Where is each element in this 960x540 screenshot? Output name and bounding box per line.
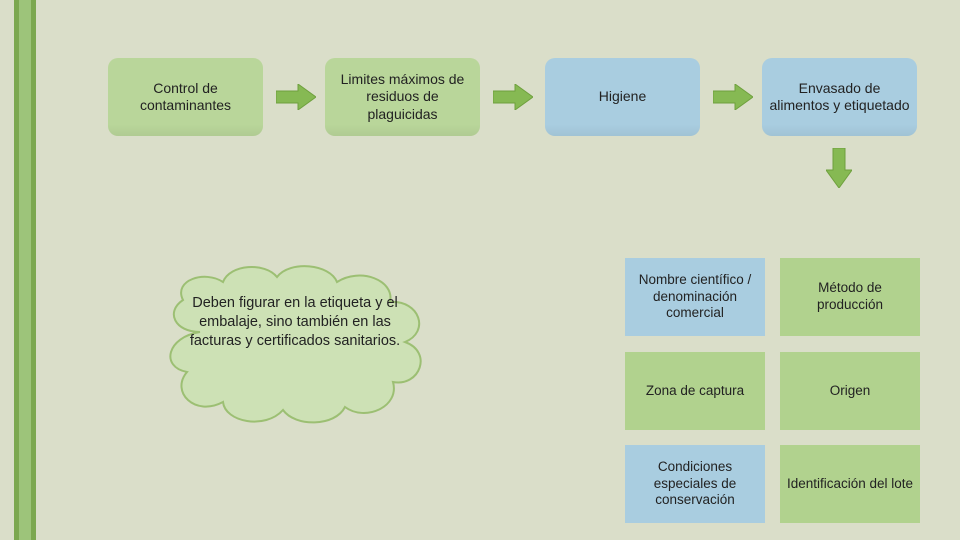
flow-box-1: Limites máximos de residuos de plaguicid…	[325, 58, 480, 136]
grid-cell-1: Método de producción	[780, 258, 920, 336]
arrow-down	[826, 148, 852, 188]
left-accent-stripe-inner	[19, 0, 31, 540]
flow-box-3: Envasado de alimentos y etiquetado	[762, 58, 917, 136]
cloud-text: Deben figurar en la etiqueta y el embala…	[180, 294, 410, 351]
flow-box-0: Control de contaminantes	[108, 58, 263, 136]
flow-box-2: Higiene	[545, 58, 700, 136]
grid-cell-4: Condiciones especiales de conservación	[625, 445, 765, 523]
arrow-right-1	[493, 84, 533, 110]
grid-cell-5: Identificación del lote	[780, 445, 920, 523]
grid-cell-0: Nombre científico / denominación comerci…	[625, 258, 765, 336]
cloud-callout: Deben figurar en la etiqueta y el embala…	[155, 262, 435, 432]
arrow-right-2	[713, 84, 753, 110]
arrow-right-0	[276, 84, 316, 110]
grid-cell-3: Origen	[780, 352, 920, 430]
grid-cell-2: Zona de captura	[625, 352, 765, 430]
